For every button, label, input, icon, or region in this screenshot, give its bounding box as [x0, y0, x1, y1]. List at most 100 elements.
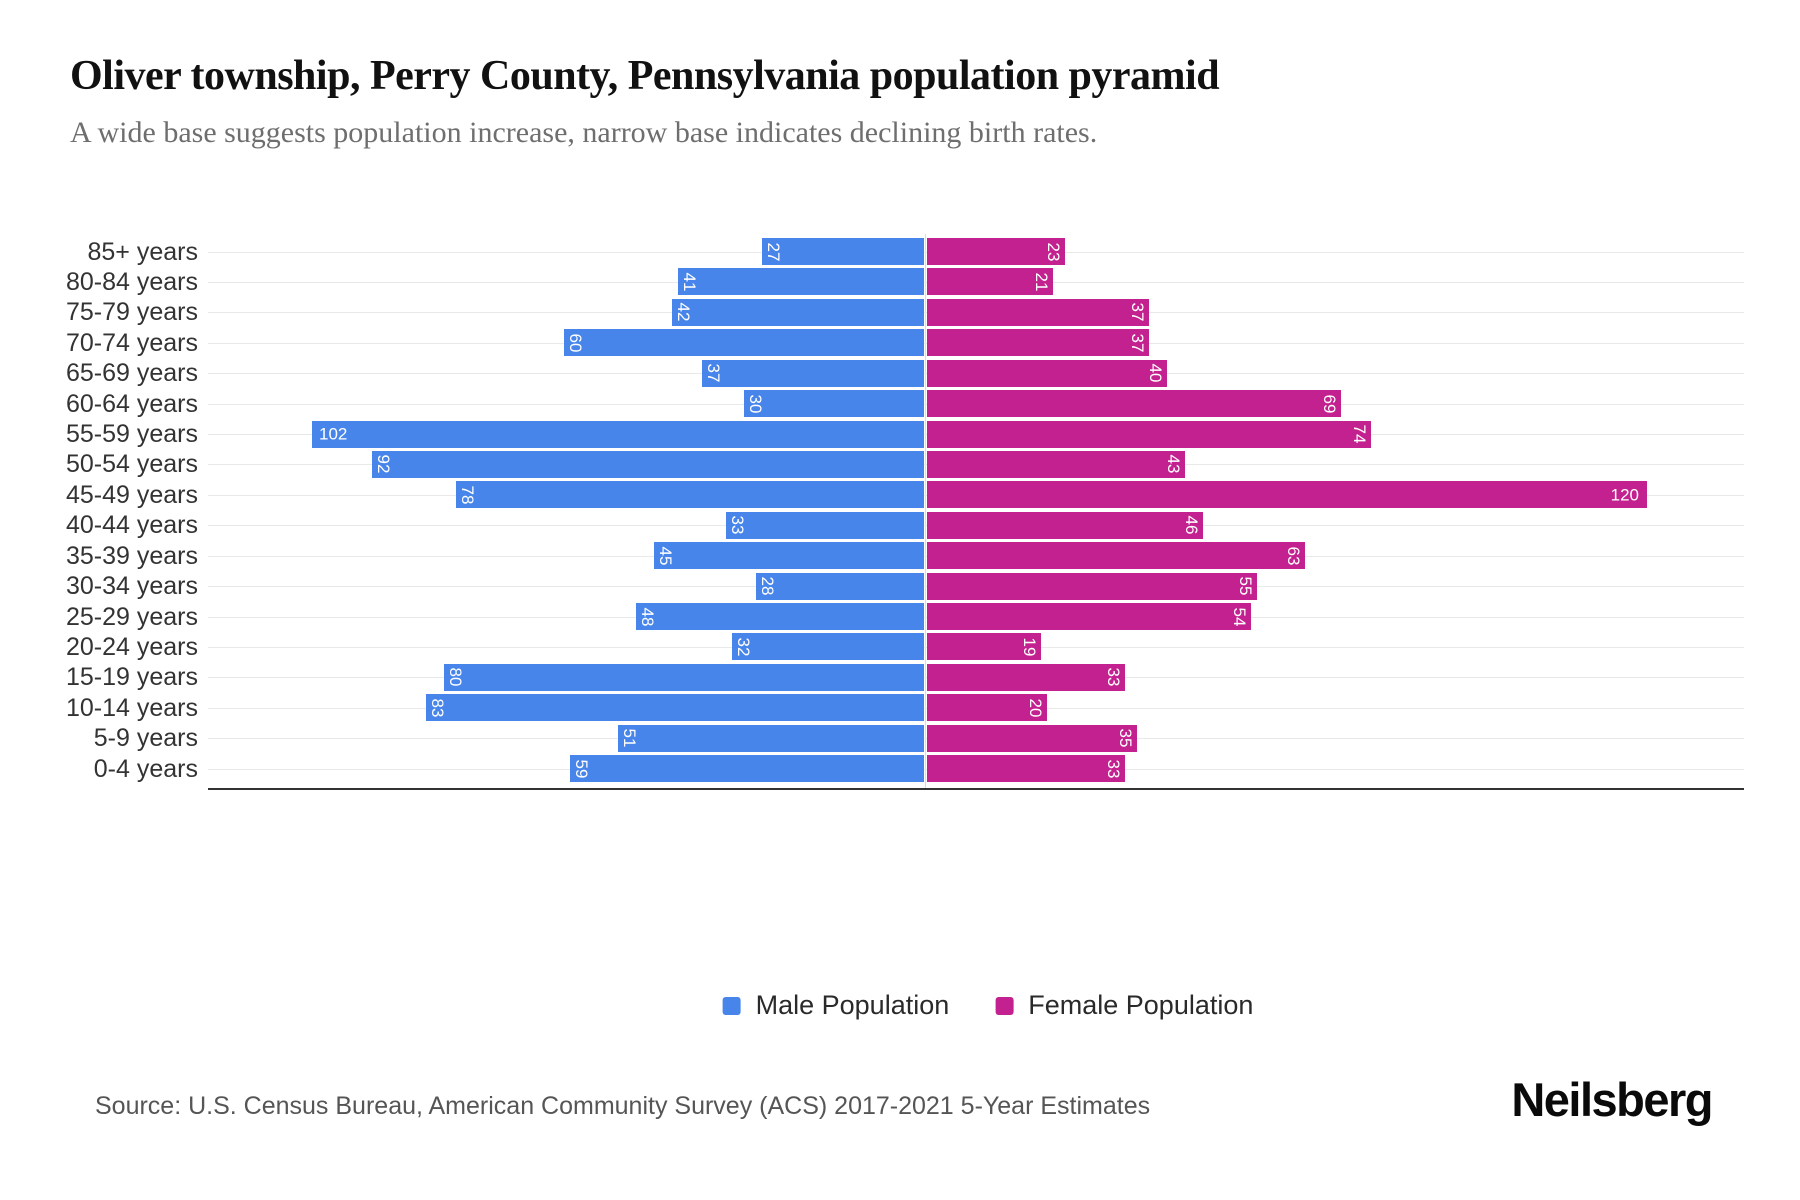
female-bar: 63	[927, 542, 1305, 570]
male-bar-value: 45	[656, 546, 675, 566]
male-bar-value: 41	[680, 272, 699, 292]
female-bar: 20	[927, 694, 1047, 722]
female-bar: 33	[927, 663, 1125, 691]
legend-item-female[interactable]: Female Population	[995, 990, 1253, 1021]
age-group-label: 80-84 years	[65, 267, 198, 296]
page-title: Oliver township, Perry County, Pennsylva…	[70, 53, 1220, 99]
female-bar-value: 46	[1182, 515, 1201, 535]
male-bar: 41	[678, 268, 924, 296]
female-bar-value: 120	[1610, 485, 1639, 505]
male-bar: 83	[426, 694, 924, 722]
male-bar-value: 78	[458, 485, 477, 505]
female-bar-value: 21	[1032, 272, 1051, 292]
male-bar: 42	[672, 298, 924, 326]
x-axis-baseline	[208, 788, 1744, 791]
male-bar: 32	[732, 633, 924, 661]
female-bar: 21	[927, 268, 1053, 296]
female-bar: 37	[927, 298, 1149, 326]
male-bar-value: 48	[638, 607, 657, 626]
female-bar-value: 33	[1104, 667, 1123, 687]
female-bar-value: 74	[1350, 424, 1369, 444]
female-bar-value: 33	[1104, 759, 1123, 779]
female-bar: 54	[927, 603, 1251, 631]
legend-item-male[interactable]: Male Population	[722, 990, 950, 1021]
male-bar-value: 92	[374, 454, 393, 474]
female-bar-value: 54	[1230, 607, 1249, 626]
age-group-label: 25-29 years	[65, 602, 198, 631]
male-bar-value: 60	[566, 333, 585, 353]
male-bar: 51	[618, 724, 924, 752]
male-bar-value: 59	[572, 759, 591, 779]
male-bar: 80	[444, 663, 924, 691]
female-bar: 55	[927, 572, 1257, 600]
female-bar-value: 43	[1164, 454, 1183, 474]
male-bar: 28	[756, 572, 924, 600]
female-bar-value: 37	[1128, 333, 1147, 353]
female-bar-value: 63	[1284, 546, 1303, 566]
brand-logo: Neilsberg	[1511, 1073, 1713, 1126]
male-bar-value: 33	[728, 515, 747, 535]
female-bar: 33	[927, 755, 1125, 783]
age-group-label: 65-69 years	[65, 359, 198, 388]
male-bar: 102	[312, 420, 924, 448]
male-bar: 37	[702, 359, 924, 387]
age-group-label: 70-74 years	[65, 328, 198, 357]
age-group-label: 15-19 years	[65, 663, 198, 692]
male-bar: 30	[744, 390, 924, 418]
male-bar: 27	[762, 238, 924, 265]
male-bar-value: 27	[764, 242, 783, 261]
female-bar-value: 37	[1128, 302, 1147, 322]
male-bar: 45	[654, 542, 924, 570]
female-bar: 69	[927, 390, 1341, 418]
male-bar: 33	[726, 511, 924, 539]
male-bar: 60	[564, 329, 924, 357]
legend-male-label: Male Population	[755, 990, 950, 1020]
male-bar-value: 42	[674, 302, 693, 322]
age-group-label: 30-34 years	[65, 572, 198, 601]
male-bar: 48	[636, 603, 924, 631]
age-group-label: 85+ years	[87, 237, 199, 266]
male-bar: 78	[456, 481, 924, 509]
age-group-label: 75-79 years	[65, 298, 198, 327]
male-bar: 59	[570, 755, 924, 783]
source-text: Source: U.S. Census Bureau, American Com…	[95, 1092, 1151, 1120]
female-bar: 74	[927, 420, 1371, 448]
female-bar-value: 35	[1116, 728, 1135, 748]
male-bar-value: 80	[446, 667, 465, 687]
male-swatch-icon	[722, 996, 741, 1015]
female-bar: 46	[927, 511, 1203, 539]
male-bar-value: 32	[734, 637, 753, 657]
female-bar-value: 69	[1320, 394, 1339, 414]
female-bar: 43	[927, 450, 1185, 478]
female-bar: 23	[927, 238, 1065, 265]
female-bar-value: 23	[1044, 242, 1063, 261]
legend-female-label: Female Population	[1028, 990, 1254, 1020]
female-swatch-icon	[995, 996, 1014, 1015]
zero-axis-line	[925, 234, 926, 789]
female-bar: 37	[927, 329, 1149, 357]
female-bar-value: 40	[1146, 363, 1165, 383]
female-bar-value: 20	[1026, 698, 1045, 718]
legend: Male Population Female Population	[722, 990, 1253, 1021]
female-bar: 40	[927, 359, 1167, 387]
male-bar-value: 30	[746, 394, 765, 414]
female-bar: 35	[927, 724, 1137, 752]
age-group-label: 45-49 years	[65, 480, 198, 509]
male-bar-value: 28	[758, 576, 777, 596]
age-group-label: 35-39 years	[65, 541, 198, 570]
age-group-label: 60-64 years	[65, 389, 198, 418]
age-group-label: 55-59 years	[65, 420, 198, 449]
age-group-label: 40-44 years	[65, 511, 198, 540]
male-bar: 92	[372, 450, 924, 478]
age-group-label: 20-24 years	[65, 632, 198, 661]
age-group-label: 0-4 years	[93, 754, 198, 783]
age-group-label: 5-9 years	[93, 724, 198, 753]
female-bar: 19	[927, 633, 1041, 661]
female-bar-value: 55	[1236, 576, 1255, 596]
male-bar-value: 83	[428, 698, 447, 718]
male-bar-value: 102	[319, 424, 348, 444]
chart-subtitle: A wide base suggests population increase…	[70, 116, 1098, 149]
male-bar-value: 51	[620, 728, 639, 748]
female-bar: 120	[927, 481, 1647, 509]
